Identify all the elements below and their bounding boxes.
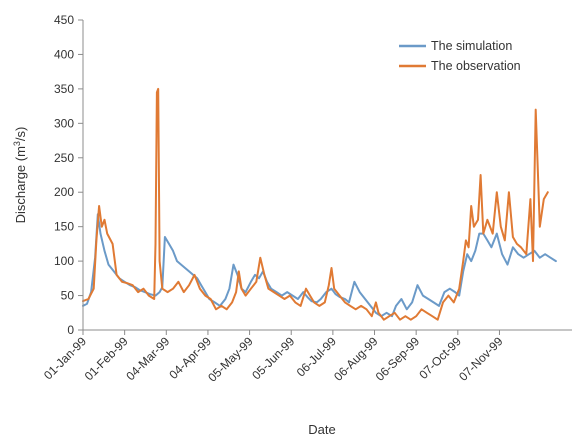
y-tick-label: 400 [54, 47, 74, 61]
y-tick-label: 350 [54, 82, 74, 96]
y-tick-label: 200 [54, 185, 74, 199]
x-tick-label: 07-Nov-99 [456, 334, 506, 384]
observation-series-line [82, 87, 549, 321]
y-axis: 0 50 100 150 200 250 300 350 400 450 [54, 13, 84, 337]
x-tick-label: 01-Feb-99 [82, 334, 131, 383]
plot-area [82, 87, 557, 321]
x-tick-label: 05-May-99 [205, 334, 256, 385]
simulation-legend-label: The simulation [431, 39, 512, 53]
y-tick-label: 0 [67, 323, 74, 337]
x-tick-label: 05-Jun-99 [249, 334, 297, 382]
x-axis-title: Date [308, 422, 335, 437]
y-axis-title-main: Discharge (m [13, 146, 28, 223]
y-tick-label: 100 [54, 254, 74, 268]
x-tick-label: 04-Mar-99 [123, 334, 172, 383]
y-axis-title-superscript: 3 [12, 141, 22, 146]
x-tick-label: 06-Sep-99 [373, 334, 423, 384]
y-tick-label: 300 [54, 116, 74, 130]
y-tick-label: 250 [54, 151, 74, 165]
simulation-series-line [82, 213, 557, 318]
y-tick-label: 450 [54, 13, 74, 27]
y-axis-title: Discharge (m3/s) [12, 127, 28, 224]
x-axis: 01-Jan-9901-Feb-9904-Mar-9904-Apr-9905-M… [41, 329, 572, 385]
y-axis-title-tail: /s) [13, 127, 28, 141]
observation-legend-label: The observation [431, 59, 521, 73]
x-tick-label: 06-Aug-99 [331, 334, 381, 384]
series-layer [82, 87, 557, 321]
legend: The simulation The observation [399, 39, 521, 73]
y-tick-label: 50 [61, 289, 75, 303]
y-tick-label: 150 [54, 220, 74, 234]
